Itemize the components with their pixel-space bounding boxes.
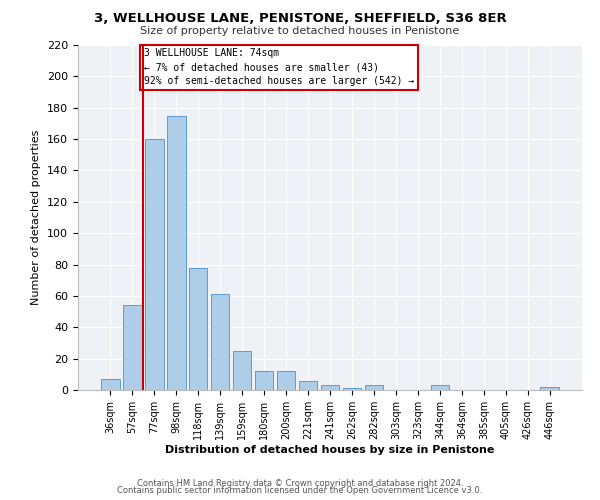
Bar [167, 116, 185, 390]
Text: 3, WELLHOUSE LANE, PENISTONE, SHEFFIELD, S36 8ER: 3, WELLHOUSE LANE, PENISTONE, SHEFFIELD,… [94, 12, 506, 26]
Text: Size of property relative to detached houses in Penistone: Size of property relative to detached ho… [140, 26, 460, 36]
Bar [343, 388, 361, 390]
Text: 3 WELLHOUSE LANE: 74sqm
← 7% of detached houses are smaller (43)
92% of semi-det: 3 WELLHOUSE LANE: 74sqm ← 7% of detached… [143, 48, 414, 86]
X-axis label: Distribution of detached houses by size in Penistone: Distribution of detached houses by size … [166, 444, 494, 454]
Y-axis label: Number of detached properties: Number of detached properties [31, 130, 41, 305]
Bar [123, 306, 142, 390]
Text: Contains HM Land Registry data © Crown copyright and database right 2024.: Contains HM Land Registry data © Crown c… [137, 478, 463, 488]
Bar [233, 351, 251, 390]
Text: Contains public sector information licensed under the Open Government Licence v3: Contains public sector information licen… [118, 486, 482, 495]
Bar [365, 386, 383, 390]
Bar [145, 139, 164, 390]
Bar [431, 386, 449, 390]
Bar [277, 371, 295, 390]
Bar [189, 268, 208, 390]
Bar [299, 380, 317, 390]
Bar [541, 387, 559, 390]
Bar [255, 371, 274, 390]
Bar [101, 379, 119, 390]
Bar [211, 294, 229, 390]
Bar [320, 386, 340, 390]
